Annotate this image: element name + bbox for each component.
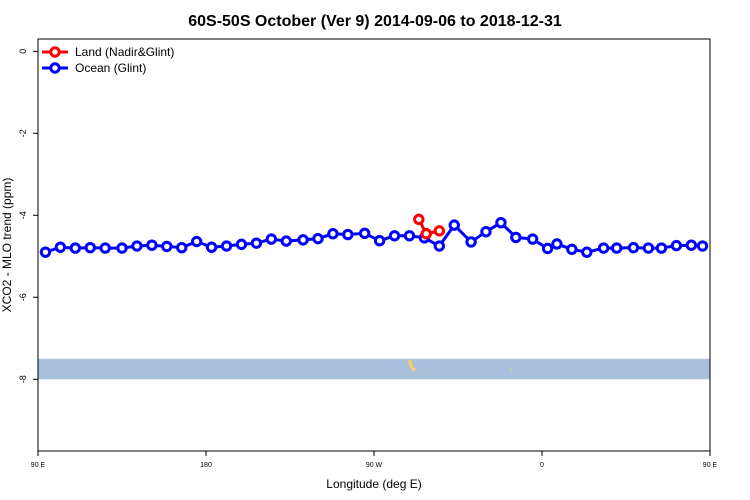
ocean-data-point: [99, 242, 111, 254]
x-tick-label: 180: [200, 462, 212, 469]
ocean-data-point: [146, 239, 158, 251]
ocean-data-point: [448, 219, 460, 231]
x-tick-label: 90 E: [703, 462, 718, 469]
y-axis-label: XCO2 - MLO trend (ppm): [0, 178, 14, 313]
ocean-data-point: [510, 231, 522, 244]
ocean-data-point: [161, 240, 173, 253]
ocean-data-point: [465, 236, 477, 248]
ocean-data-point: [265, 233, 278, 245]
ocean-data-point: [190, 235, 203, 248]
ocean-data-point: [116, 242, 128, 254]
ocean-data-point: [480, 225, 492, 238]
ocean-data-point: [250, 237, 263, 249]
ocean-data-point: [280, 235, 292, 247]
land-speck: [510, 369, 512, 371]
ocean-data-point: [327, 228, 339, 240]
band-rect: [38, 358, 710, 380]
legend-ocean-marker: [49, 62, 61, 74]
x-tick-label: 90 E: [31, 462, 46, 469]
ocean-data-point: [131, 240, 143, 252]
ocean-data-point: [670, 239, 683, 252]
ocean-data-point: [627, 241, 640, 254]
ocean-data-point: [685, 239, 698, 251]
ocean-data-point: [84, 241, 96, 254]
ocean-data-point: [235, 238, 248, 251]
y-tick-label: -8: [18, 375, 28, 383]
ocean-data-point: [541, 242, 554, 255]
x-tick-label: 90 W: [366, 462, 383, 469]
legend-land-marker: [49, 46, 61, 58]
ocean-data-point: [358, 227, 371, 240]
legend: Land (Nadir&Glint) Ocean (Glint): [42, 45, 174, 75]
ocean-data-point: [597, 242, 610, 254]
land-data-point: [413, 213, 425, 226]
ocean-data-point: [388, 230, 401, 242]
ocean-data-point: [526, 233, 539, 245]
x-tick-label: 0: [540, 462, 544, 469]
ocean-data-point: [176, 241, 188, 254]
x-axis-label: Longitude (deg E): [326, 477, 421, 491]
legend-land-label: Land (Nadir&Glint): [75, 45, 174, 59]
y-tick-label: -6: [18, 293, 28, 301]
ocean-data-point: [642, 242, 655, 254]
chart-title: 60S-50S October (Ver 9) 2014-09-06 to 20…: [188, 13, 562, 30]
series-layer: [39, 213, 709, 258]
ocean-data-point: [373, 234, 386, 247]
x-axis: 90 E 180 90 W 0 90 E: [31, 451, 718, 469]
legend-ocean-label: Ocean (Glint): [75, 61, 146, 75]
land-patch: [407, 359, 417, 371]
ocean-data-point: [220, 240, 233, 252]
ocean-data-point: [312, 232, 324, 245]
y-tick-label: 0: [18, 49, 28, 54]
ocean-data-point: [54, 241, 67, 253]
land-data-point: [420, 228, 432, 240]
land-data-point: [433, 225, 446, 237]
ocean-data-point: [403, 230, 416, 242]
ocean-data-point: [655, 242, 668, 254]
ocean-data-point: [342, 228, 354, 241]
ocean-data-point: [433, 240, 446, 252]
ocean-data-point: [566, 243, 578, 256]
ocean-data-point: [495, 216, 507, 229]
ocean-data-point: [297, 234, 309, 246]
ocean-data-point: [696, 240, 709, 252]
ocean-data-point: [69, 242, 82, 254]
band-layer: [38, 358, 710, 380]
y-tick-label: -4: [18, 211, 28, 219]
ocean-data-point: [39, 246, 52, 258]
ocean-data-point: [581, 246, 593, 258]
ocean-data-point: [610, 242, 623, 254]
y-axis: 0 -2 -4 -6 -8: [18, 49, 38, 383]
y-tick-label: -2: [18, 129, 28, 137]
ocean-data-point: [551, 238, 563, 250]
ocean-data-point: [205, 241, 218, 253]
